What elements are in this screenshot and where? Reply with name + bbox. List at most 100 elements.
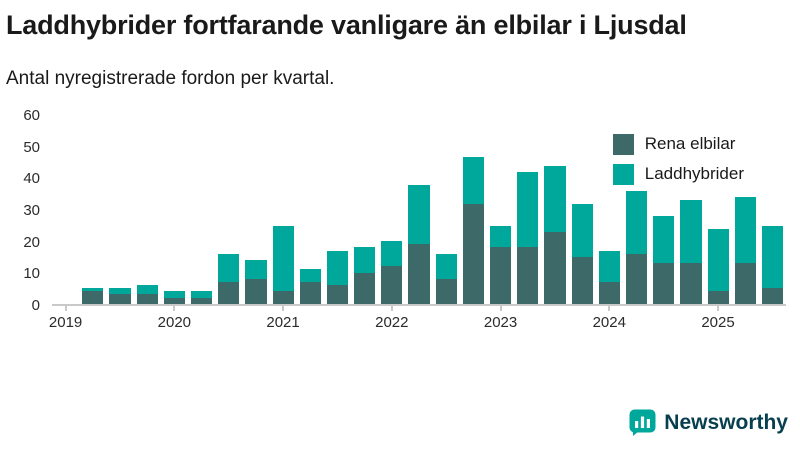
bar-segment-laddhybrider — [598, 250, 620, 282]
bar-segment-rena-elbilar — [653, 263, 675, 304]
bar-segment-laddhybrider — [136, 285, 158, 295]
x-axis-label: 2023 — [483, 313, 518, 331]
header: Laddhybrider fortfarande vanligare än el… — [0, 0, 800, 90]
bar-group-2022-q3 — [433, 116, 460, 304]
y-axis-label: 40 — [23, 170, 40, 188]
y-axis-label: 50 — [23, 138, 40, 156]
bar-group-2019-q4 — [134, 116, 161, 304]
bar-segment-laddhybrider — [381, 241, 403, 267]
legend-item-rena-elbilar: Rena elbilar — [612, 133, 744, 155]
bar-segment-rena-elbilar — [218, 281, 240, 304]
bar-group-2022-q4 — [460, 116, 487, 304]
bar-group-2020-q1 — [161, 116, 188, 304]
bar-segment-rena-elbilar — [761, 288, 784, 304]
bar-segment-rena-elbilar — [354, 272, 376, 304]
x-axis-label: 2019 — [48, 313, 83, 331]
x-axis-label: 2025 — [701, 313, 735, 331]
bar-group-2025-q3 — [759, 116, 786, 304]
legend-swatch-laddhybrider — [612, 163, 634, 185]
chart-title: Laddhybrider fortfarande vanligare än el… — [6, 10, 687, 40]
bar-segment-laddhybrider — [571, 203, 593, 257]
bar-group-2019-q1 — [52, 116, 79, 304]
bar-segment-laddhybrider — [490, 225, 512, 248]
bar-group-2019-q3 — [106, 116, 133, 304]
bar-segment-laddhybrider — [272, 225, 294, 292]
bar-segment-rena-elbilar — [163, 297, 185, 304]
bar-segment-laddhybrider — [109, 288, 131, 295]
x-axis-label: 2022 — [375, 313, 409, 331]
x-axis-tick — [282, 305, 285, 311]
x-axis-tick — [608, 305, 611, 311]
bar-segment-rena-elbilar — [109, 294, 131, 304]
bar-group-2021-q2 — [297, 116, 324, 304]
bar-chart: 0 10 20 30 40 50 60 2019 2020 2021 2022 2023 2024 20… — [6, 107, 786, 334]
x-axis: 2019 2020 2021 2022 2023 2024 2025 — [48, 306, 786, 334]
x-axis-tick — [390, 305, 393, 311]
bar-segment-rena-elbilar — [272, 291, 294, 304]
bar-group-2021-q4 — [351, 116, 378, 304]
bar-group-2024-q4 — [677, 116, 704, 304]
bar-group-2025-q1 — [705, 116, 732, 304]
legend: Rena elbilar Laddhybrider — [612, 133, 744, 185]
bar-group-2019-q2 — [79, 116, 106, 304]
bar-segment-laddhybrider — [163, 291, 185, 298]
bar-segment-laddhybrider — [82, 288, 104, 292]
footer: Newsworthy — [629, 409, 788, 436]
x-axis-tick — [499, 305, 502, 311]
bar-segment-laddhybrider — [299, 269, 321, 282]
x-axis-label: 2021 — [266, 313, 300, 331]
bar-group-2021-q1 — [270, 116, 297, 304]
bar-segment-laddhybrider — [625, 191, 648, 254]
bar-group-2024-q3 — [650, 116, 677, 304]
bar-segment-laddhybrider — [517, 172, 539, 248]
x-axis-tick — [173, 305, 176, 311]
legend-swatch-rena-elbilar — [612, 133, 634, 155]
bar-group-2024-q2 — [623, 116, 650, 304]
bar-segment-rena-elbilar — [517, 247, 539, 304]
bar-group-2022-q2 — [405, 116, 432, 304]
bar-group-2023-q4 — [569, 116, 596, 304]
y-axis: 0 10 20 30 40 50 60 — [6, 107, 48, 314]
y-axis-label: 20 — [23, 233, 40, 251]
bar-segment-rena-elbilar — [82, 291, 104, 304]
x-axis-tick — [64, 305, 67, 311]
bar-segment-laddhybrider — [707, 228, 729, 292]
y-axis-label: 10 — [23, 265, 40, 283]
bar-segment-rena-elbilar — [680, 263, 702, 304]
bar-group-2020-q2 — [188, 116, 215, 304]
bar-segment-rena-elbilar — [544, 231, 566, 304]
x-axis-label: 2024 — [592, 313, 626, 331]
bar-segment-laddhybrider — [190, 291, 213, 298]
bar-segment-laddhybrider — [326, 250, 349, 286]
bar-segment-rena-elbilar — [462, 203, 484, 304]
bar-segment-rena-elbilar — [734, 263, 756, 304]
bar-segment-rena-elbilar — [381, 266, 403, 304]
bar-segment-rena-elbilar — [571, 256, 593, 304]
y-axis-label: 0 — [31, 296, 40, 314]
bar-segment-laddhybrider — [408, 184, 430, 245]
bar-segment-laddhybrider — [734, 197, 756, 264]
plot-area — [52, 116, 786, 311]
bar-segment-laddhybrider — [462, 156, 484, 204]
bar-group-2020-q3 — [215, 116, 242, 304]
bar-segment-rena-elbilar — [136, 294, 158, 304]
bar-group-2024-q1 — [596, 116, 623, 304]
bar-segment-laddhybrider — [544, 166, 566, 232]
bar-segment-rena-elbilar — [408, 244, 430, 304]
legend-item-laddhybrider: Laddhybrider — [612, 163, 744, 185]
bar-group-2025-q2 — [732, 116, 759, 304]
legend-label-laddhybrider: Laddhybrider — [644, 164, 744, 184]
x-axis-tick — [717, 305, 720, 311]
bar-segment-rena-elbilar — [326, 285, 349, 304]
bar-segment-rena-elbilar — [490, 247, 512, 304]
bar-segment-rena-elbilar — [625, 253, 648, 304]
x-axis-label: 2020 — [157, 313, 192, 331]
bar-segment-rena-elbilar — [190, 297, 213, 304]
bar-segment-laddhybrider — [354, 247, 376, 273]
newsworthy-logo-icon — [629, 409, 656, 436]
bar-segment-rena-elbilar — [435, 278, 457, 304]
bar-group-2022-q1 — [378, 116, 405, 304]
bar-segment-laddhybrider — [435, 253, 457, 279]
bar-segment-laddhybrider — [218, 253, 240, 282]
